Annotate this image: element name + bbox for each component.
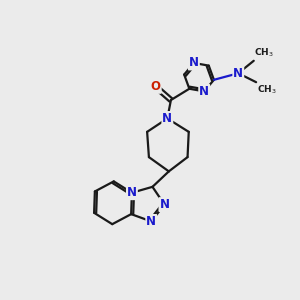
Text: N: N [233, 67, 243, 80]
Text: N: N [189, 56, 199, 70]
Text: N: N [159, 198, 170, 211]
Text: N: N [199, 85, 209, 98]
Text: CH$_3$: CH$_3$ [254, 46, 274, 59]
Text: N: N [146, 215, 156, 228]
Text: CH$_3$: CH$_3$ [257, 84, 276, 97]
Text: O: O [151, 80, 161, 93]
Text: N: N [127, 186, 137, 199]
Text: N: N [162, 112, 172, 125]
